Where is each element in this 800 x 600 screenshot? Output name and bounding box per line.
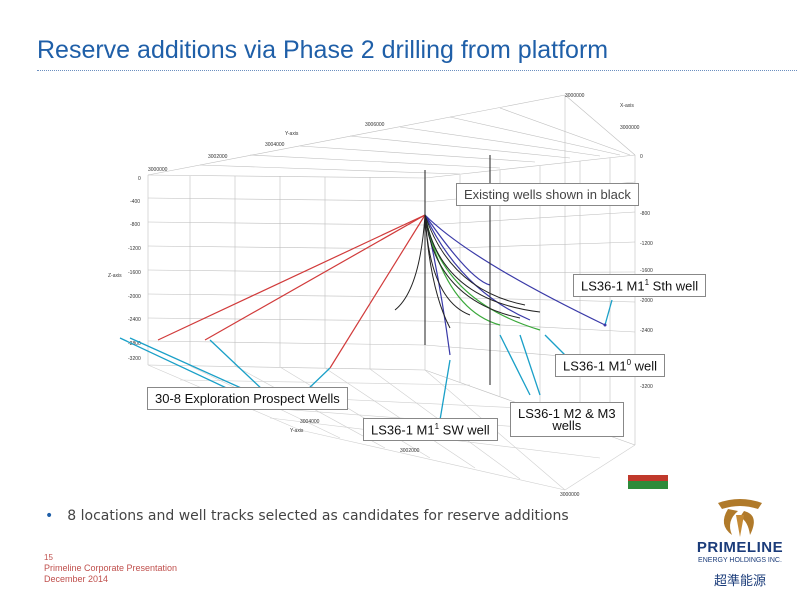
y-tick: 3000000	[148, 167, 168, 173]
slide-title: Reserve additions via Phase 2 drilling f…	[37, 36, 609, 64]
m11-sth-well-callout: LS36-1 M11 Sth well	[573, 274, 707, 298]
callout-superscript: 0	[626, 358, 632, 367]
callout-leader-lines	[119, 299, 613, 421]
callout-text: well	[631, 358, 658, 374]
callout-line: LS36-1 M2 & M3	[518, 406, 616, 421]
footer-line-1: Primeline Corporate Presentation	[44, 563, 178, 573]
footer-line-2: December 2014	[44, 574, 109, 584]
y-tick: 3006000	[365, 122, 385, 128]
logo-subtitle: ENERGY HOLDINGS INC.	[698, 557, 782, 564]
bottom-axis-label: Y-axis	[290, 428, 304, 434]
y-tick: 3002000	[208, 154, 228, 160]
x-tick: 3000000	[620, 125, 640, 131]
exploration-wells-callout: 30-8 Exploration Prospect Wells	[147, 387, 348, 410]
callout-text: LS36-1 M1	[371, 422, 435, 438]
bottom-tick: 3000000	[560, 492, 580, 498]
z-axis-label: Z-axis	[108, 273, 122, 279]
z-tick-right: -2000	[640, 298, 653, 304]
title-divider	[37, 70, 797, 71]
m10-well-callout: LS36-1 M10 well	[555, 354, 666, 378]
logo-name: PRIMELINE	[696, 539, 784, 556]
z-tick-right: -1600	[640, 268, 653, 274]
z-tick: -2800	[128, 341, 141, 347]
z-tick: -1600	[128, 270, 141, 276]
exploration-well-tracks	[157, 214, 426, 369]
bottom-tick: 3004000	[300, 419, 320, 425]
callout-text: LS36-1 M1	[563, 358, 627, 374]
bullet-icon: •	[45, 508, 54, 524]
z-tick: -2400	[128, 317, 141, 323]
callout-superscript: 1	[434, 422, 440, 431]
z-tick-right: -800	[640, 211, 650, 217]
m11-sw-well-callout: LS36-1 M11 SW well	[363, 418, 498, 442]
page-number: 15	[44, 553, 53, 562]
bullet-point: • 8 locations and well tracks selected as…	[45, 508, 569, 524]
logo-emblem-icon	[718, 499, 762, 537]
z-tick-right: -1200	[640, 241, 653, 247]
bullet-text: 8 locations and well tracks selected as …	[67, 508, 569, 524]
left-wall-grid	[147, 174, 426, 371]
m2-m3-wells-callout: LS36-1 M2 & M3 wells	[510, 402, 624, 437]
callout-superscript: 1	[644, 278, 650, 287]
z-tick: 0	[138, 176, 141, 182]
callout-text: Sth well	[649, 278, 699, 294]
z-tick: -2000	[128, 294, 141, 300]
callout-text: SW well	[439, 422, 490, 438]
bottom-tick: 3002000	[400, 448, 420, 454]
z-tick: -1200	[128, 246, 141, 252]
x-axis-label: X-axis	[620, 103, 634, 109]
color-legend-swatch	[628, 475, 668, 489]
well-markers	[603, 323, 607, 327]
callout-text: LS36-1 M1	[581, 278, 645, 294]
y-tick: 3004000	[265, 142, 285, 148]
z-tick-right: -2400	[640, 328, 653, 334]
logo-chinese-name: 超準能源	[713, 573, 766, 588]
z-tick: -3200	[128, 356, 141, 362]
x-tick: 3000000	[565, 93, 585, 99]
callout-line: wells	[552, 418, 582, 433]
primeline-logo: PRIMELINE ENERGY HOLDINGS INC. 超準能源	[688, 495, 792, 595]
z-tick-right: 0	[640, 154, 643, 160]
existing-wells-callout: Existing wells shown in black	[456, 183, 639, 206]
y-axis-label-top: Y-axis	[285, 131, 299, 137]
z-tick: -800	[130, 222, 140, 228]
z-tick-right: -3200	[640, 384, 653, 390]
z-tick: -400	[130, 199, 140, 205]
